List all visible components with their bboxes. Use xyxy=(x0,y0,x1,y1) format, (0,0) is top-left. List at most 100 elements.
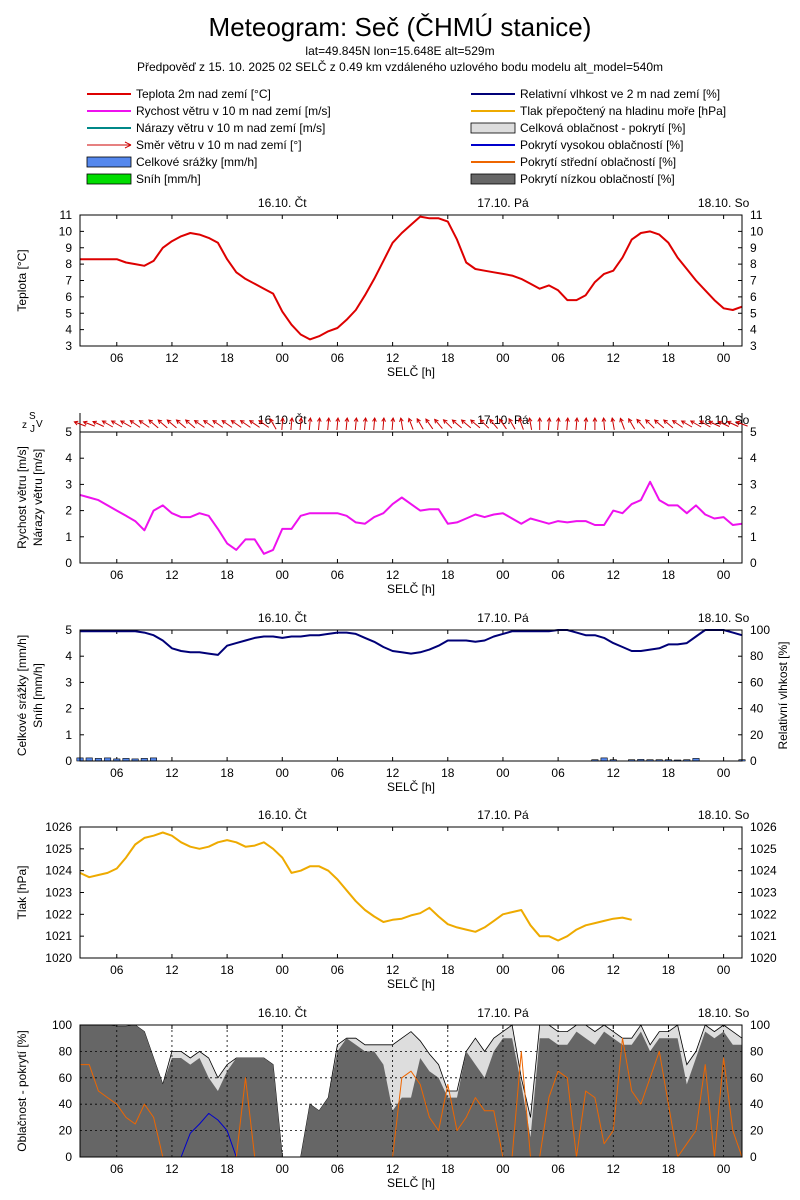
legend-right-label-5: Pokrytí nízkou oblačností [%] xyxy=(520,172,675,186)
wind-arrow xyxy=(353,416,359,431)
x-tick-label: 12 xyxy=(165,963,179,977)
wind-arrow-head xyxy=(362,416,368,422)
y-tick-label: 2 xyxy=(65,702,72,716)
x-tick-label: 00 xyxy=(496,766,510,780)
cloud-low-area xyxy=(80,1025,742,1157)
wind-arrow-head xyxy=(442,419,448,424)
x-tick-label: 18 xyxy=(441,351,455,365)
wind-arrow xyxy=(269,417,277,430)
y-tick-label-right: 0 xyxy=(750,754,757,768)
legend-right-swatch-5 xyxy=(470,173,516,185)
wind-arrow-shaft xyxy=(557,417,560,431)
wind-arrow-head xyxy=(583,416,589,422)
wind-arrow-shaft xyxy=(628,418,636,430)
wind-arrow-head xyxy=(460,419,466,425)
wind-arrow-shaft xyxy=(529,418,533,430)
wind-arrow-head xyxy=(717,420,723,425)
x-tick-label: 12 xyxy=(607,766,621,780)
y-tick-label: 0 xyxy=(65,1150,72,1164)
wind-arrow-shaft xyxy=(611,418,615,430)
wind-arrow-shaft xyxy=(327,417,330,431)
legend-right-label-4: Pokrytí střední oblačností [%] xyxy=(520,155,676,169)
wind-arrow-shaft xyxy=(221,420,233,428)
wind-arrow-head xyxy=(166,419,172,425)
day-label: 16.10. Čt xyxy=(258,807,307,822)
wind-arrow-head xyxy=(546,416,552,422)
wind-arrow xyxy=(129,420,141,428)
x-tick-label: 18 xyxy=(220,766,234,780)
wind-arrow-head xyxy=(129,420,135,425)
x-tick-label: 06 xyxy=(551,568,565,582)
y-tick-label-right: 60 xyxy=(750,1071,764,1085)
y-tick-label-right: 8 xyxy=(750,257,757,271)
wind-arrow-head xyxy=(148,419,154,425)
wind-arrow-head xyxy=(280,416,285,422)
y-tick-label: 6 xyxy=(65,290,72,304)
y-tick-label-right: 10 xyxy=(750,224,764,238)
y-tick-label-right: 0 xyxy=(750,1150,757,1164)
wind-arrow-shaft xyxy=(231,420,242,428)
wind-arrow xyxy=(708,420,721,427)
day-label: 18.10. So xyxy=(698,196,750,210)
y-tick-label: 3 xyxy=(65,477,72,491)
wind-arrow xyxy=(298,416,304,431)
wind-arrow-head xyxy=(335,416,341,422)
wind-arrow xyxy=(653,419,665,429)
wind-arrow-shaft xyxy=(518,418,524,430)
wind-arrow-shaft xyxy=(308,417,311,431)
y-tick-label: 1 xyxy=(65,530,72,544)
y-tick-label: 1022 xyxy=(45,907,72,921)
day-label: 16.10. Čt xyxy=(258,195,307,210)
wind-arrow-shaft xyxy=(727,421,739,427)
wind-arrow-head xyxy=(138,420,144,425)
wind-arrow xyxy=(508,417,516,430)
x-tick-label: 12 xyxy=(607,351,621,365)
y-tick-label: 1025 xyxy=(45,842,72,856)
y-tick-label: 1023 xyxy=(45,886,72,900)
legend-right-label-1: Tlak přepočtený na hladinu moře [hPa] xyxy=(520,104,726,118)
wind-arrow-shaft xyxy=(130,420,141,428)
x-tick-label: 18 xyxy=(662,766,676,780)
wind-arrow-shaft xyxy=(575,417,578,431)
x-tick-label: 06 xyxy=(110,766,124,780)
wind-arrow xyxy=(119,420,132,428)
wind-arrow-shaft xyxy=(508,418,516,430)
x-tick-label: 00 xyxy=(276,766,290,780)
wind-arrow xyxy=(166,419,177,429)
wind-arrow xyxy=(592,416,598,430)
legend-left-label-0: Teplota 2m nad zemí [°C] xyxy=(136,87,271,101)
y-tick-label: 11 xyxy=(60,208,73,222)
wind-arrow-shaft xyxy=(708,421,721,427)
legend-right-label-3: Pokrytí vysokou oblačností [%] xyxy=(520,138,683,152)
station-coords: lat=49.845N lon=15.648E alt=529m xyxy=(305,44,495,58)
y-tick-label: 20 xyxy=(59,1124,73,1138)
wind-arrow xyxy=(335,416,341,431)
y-axis-label: Celkové srážky [mm/h] xyxy=(15,635,29,756)
wind-arrow-shaft xyxy=(479,419,490,429)
x-tick-label: 00 xyxy=(276,568,290,582)
wind-arrow-head xyxy=(353,416,359,422)
y-tick-label-right: 3 xyxy=(750,477,757,491)
y-tick-label-right: 4 xyxy=(750,323,757,337)
y-tick-label: 0 xyxy=(65,556,72,570)
y-tick-label: 80 xyxy=(59,1044,73,1058)
y-axis-label: Rychost větru [m/s] xyxy=(15,446,29,549)
wind-arrow xyxy=(699,420,711,428)
y-tick-label-right: 100 xyxy=(750,1018,770,1032)
wind-arrow-head xyxy=(527,417,533,423)
wind-arrow-head xyxy=(212,420,218,425)
y-tick-label-right: 7 xyxy=(750,274,757,288)
wind-arrow-shaft xyxy=(83,421,95,427)
y-axis-label: Tlak [hPa] xyxy=(15,865,29,919)
wind-arrow xyxy=(662,419,674,429)
wind-arrow-head xyxy=(662,419,668,425)
wind-arrow-head xyxy=(239,420,245,425)
wind-arrow-shaft xyxy=(443,419,453,429)
wind-arrow-shaft xyxy=(120,420,132,428)
wind-arrow xyxy=(212,420,224,428)
legend-left-swatch-4 xyxy=(86,156,132,168)
legend-right-swatch-2 xyxy=(470,122,516,134)
